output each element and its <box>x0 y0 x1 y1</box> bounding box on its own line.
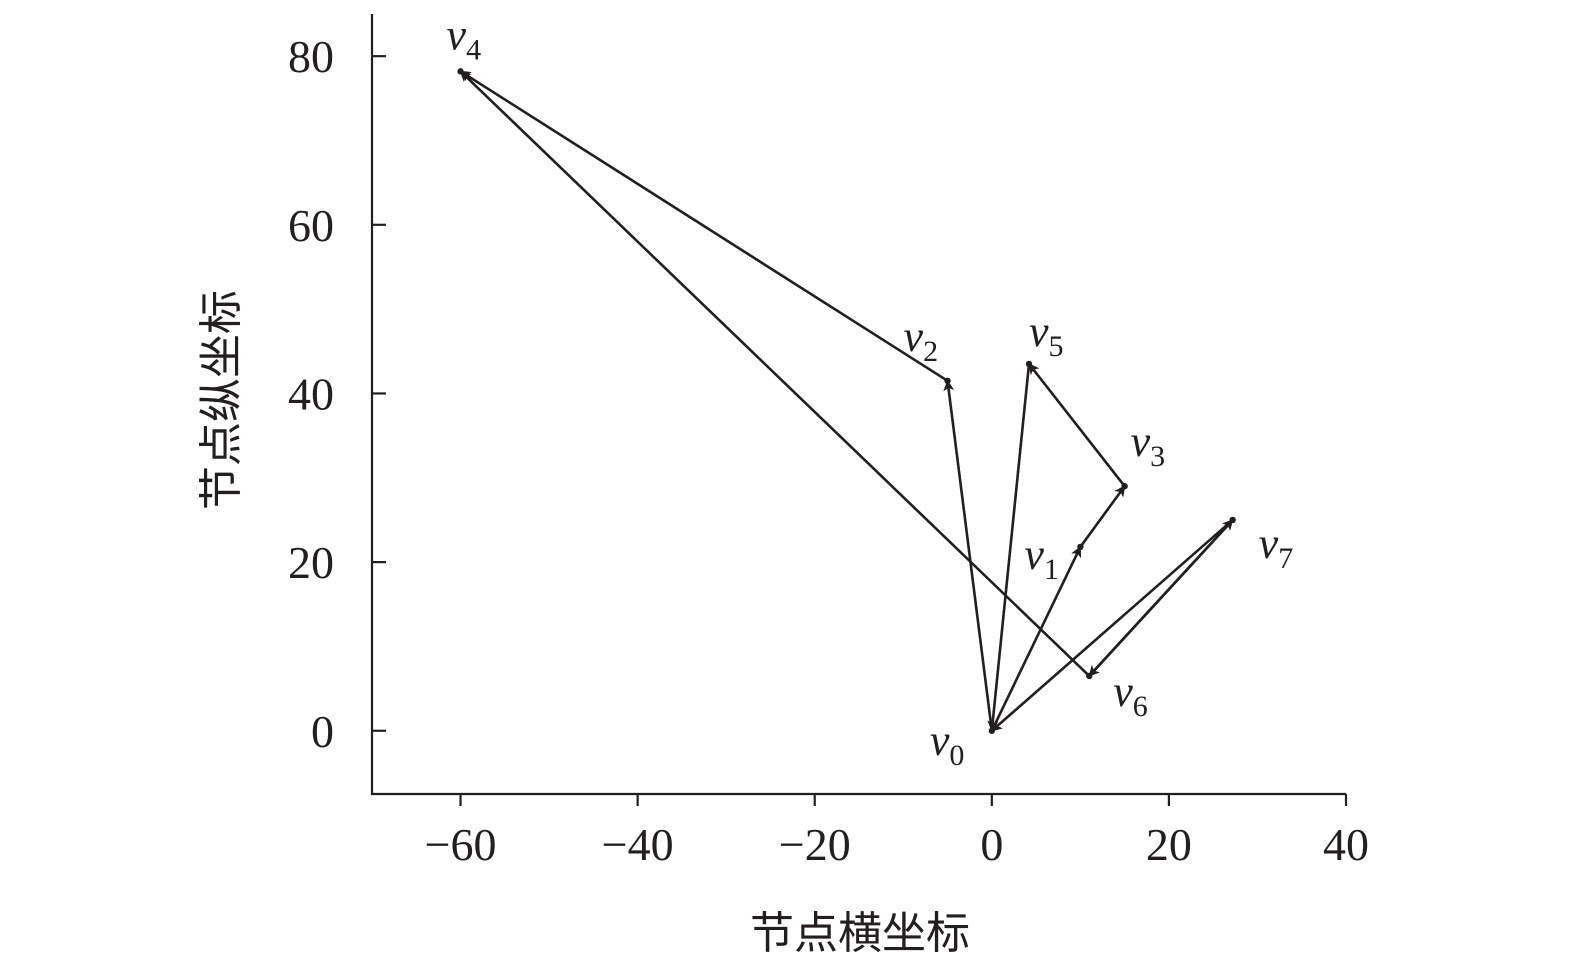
node-label-subscript: 2 <box>923 335 938 368</box>
y-tick-label: 80 <box>288 31 334 82</box>
edge-v5-v0 <box>987 363 1031 732</box>
y-tick-label: 0 <box>311 706 334 757</box>
edge-v7-v6 <box>1088 519 1234 677</box>
x-tick-label: −20 <box>779 819 851 870</box>
x-tick-label: 40 <box>1323 819 1369 870</box>
edge-v1-v3 <box>1079 485 1126 548</box>
edge-v0-v1 <box>990 545 1082 732</box>
edge-v2-v4 <box>459 70 949 382</box>
node-v3 <box>1121 483 1128 490</box>
node-label-subscript: 3 <box>1150 440 1165 473</box>
edge-v7-v0 <box>990 518 1234 732</box>
node-label-subscript: 4 <box>466 33 481 66</box>
node-label-v6: v6 <box>1113 667 1148 723</box>
node-label-subscript: 7 <box>1278 542 1293 575</box>
x-tick-label: 0 <box>980 819 1003 870</box>
x-axis-title: 节点横坐标 <box>750 908 970 959</box>
node-v7 <box>1229 516 1236 524</box>
node-label-subscript: 5 <box>1049 330 1064 363</box>
edge-v6-v4 <box>459 70 1091 677</box>
y-tick-label: 20 <box>288 537 334 588</box>
y-tick-label: 40 <box>288 368 334 419</box>
node-label-base: v <box>447 10 467 59</box>
x-ticks: −60 −40 −20 0 20 40 <box>425 794 1369 870</box>
x-tick-label: −60 <box>425 819 497 870</box>
node-label-base: v <box>1029 307 1049 356</box>
node-label-v2: v2 <box>904 312 939 368</box>
edge-v3-v5 <box>1027 363 1126 488</box>
node-label-base: v <box>1113 667 1133 716</box>
node-v5 <box>1025 360 1033 368</box>
node-label-subscript: 0 <box>949 739 964 772</box>
axis-frame <box>370 14 1346 796</box>
node-label-v1: v1 <box>1024 530 1059 586</box>
node-label-base: v <box>904 312 924 361</box>
edges-layer <box>459 70 1234 732</box>
edge-v0-v2 <box>943 379 994 731</box>
y-axis-title: 节点纵坐标 <box>196 290 247 510</box>
node-v6 <box>1086 672 1093 680</box>
y-tick-label: 60 <box>288 200 334 251</box>
node-label-subscript: 1 <box>1044 553 1059 586</box>
node-label-v3: v3 <box>1131 417 1166 473</box>
node-v2 <box>944 377 951 385</box>
node-v1 <box>1077 543 1084 551</box>
node-v4 <box>457 68 464 75</box>
node-label-subscript: 6 <box>1133 690 1148 723</box>
node-v0 <box>988 727 996 734</box>
x-tick-label: 20 <box>1146 819 1192 870</box>
y-ticks: 0 20 40 60 80 <box>288 31 386 757</box>
node-label-base: v <box>1024 530 1044 579</box>
axes <box>370 14 1346 796</box>
node-label-v5: v5 <box>1029 307 1064 363</box>
node-label-v0: v0 <box>930 716 965 772</box>
node-label-base: v <box>1131 417 1151 466</box>
node-label-v4: v4 <box>447 10 482 66</box>
node-label-v7: v7 <box>1259 519 1294 575</box>
x-tick-label: −40 <box>602 819 674 870</box>
node-label-base: v <box>930 716 950 765</box>
node-label-base: v <box>1259 519 1279 568</box>
